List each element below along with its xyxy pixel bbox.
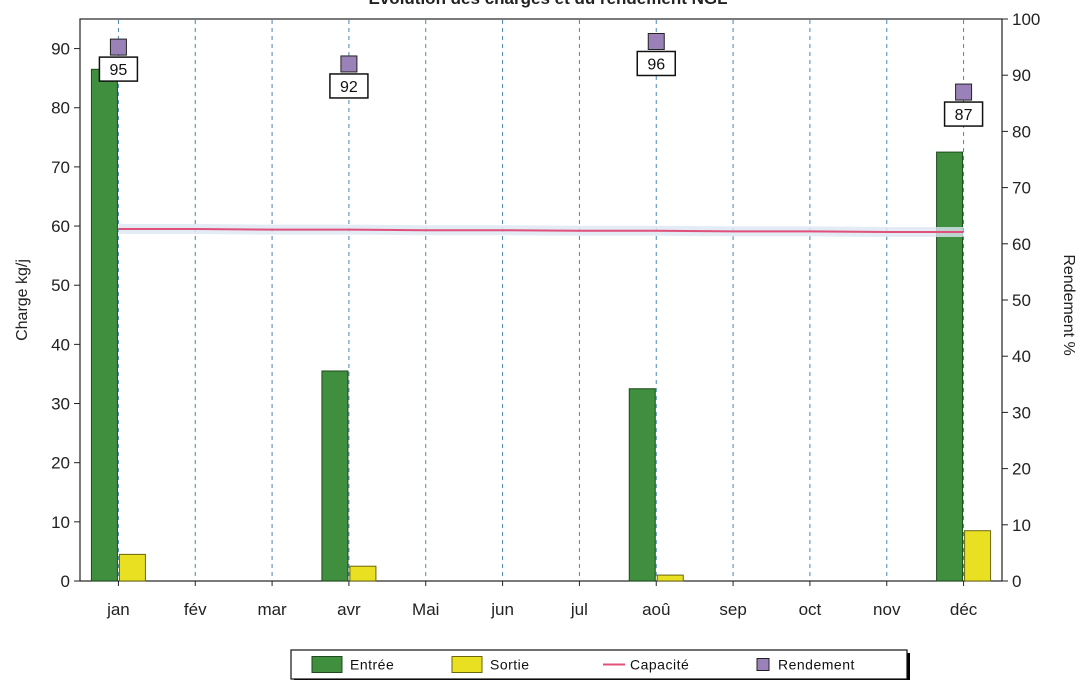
- legend-label-entree: Entrée: [350, 657, 394, 673]
- rendement-marker-avr: [340, 55, 358, 73]
- bar-entree-avr: [321, 370, 349, 582]
- rendement-label-box: [943, 101, 984, 127]
- bar-entree-aoû: [628, 388, 656, 582]
- y2-tick-label: 90: [1012, 66, 1031, 85]
- y-tick-label: 30: [51, 395, 70, 414]
- y-tick-label: 70: [51, 158, 70, 177]
- rendement-marker-jan: [109, 38, 127, 56]
- legend-label-rendement: Rendement: [778, 657, 855, 673]
- rendement-label: 95: [110, 62, 128, 79]
- y2-tick-label: 60: [1012, 235, 1031, 254]
- x-tick-label: nov: [873, 600, 901, 619]
- legend-swatch-sortie: [451, 656, 483, 673]
- y2-tick-label: 100: [1012, 10, 1040, 29]
- x-tick-label: fév: [184, 600, 207, 619]
- axes: 0 10 20 30 40 50 60 70 80 90 0 10 20 30 40 50 60 70 80 90 10…: [51, 10, 1040, 619]
- bar-sortie-aoû: [656, 574, 684, 582]
- rendement-label-box: [98, 56, 139, 82]
- y-axis-title: Charge kg/j: [14, 259, 31, 341]
- x-tick-label: aoû: [642, 600, 670, 619]
- y2-tick-label: 10: [1012, 516, 1031, 535]
- legend: Entrée Sortie Capacité Rendement: [290, 649, 910, 680]
- y-tick-label: 40: [51, 335, 70, 354]
- bar-sortie-avr: [349, 565, 377, 582]
- bar-entree-jan: [90, 68, 118, 582]
- chart-title: Évolution des charges et du rendement NG…: [369, 0, 728, 8]
- x-tick-label: mar: [257, 600, 287, 619]
- grid-lines: [117, 20, 965, 580]
- x-tick-label: sep: [719, 600, 746, 619]
- legend-swatch-entree: [311, 656, 343, 673]
- rendement-marker-déc: [955, 83, 973, 101]
- rendement-label: 96: [647, 56, 665, 73]
- y-tick-label: 0: [61, 572, 70, 591]
- y2-axis-title: Rendement %: [1060, 254, 1077, 355]
- legend-label-capacite: Capacité: [630, 657, 689, 673]
- y-tick-label: 50: [51, 276, 70, 295]
- rendement-marker-aoû: [647, 32, 665, 50]
- y-tick-label: 20: [51, 454, 70, 473]
- bar-sortie-déc: [964, 530, 992, 582]
- y2-tick-label: 50: [1012, 291, 1031, 310]
- bar-sortie-jan: [118, 553, 146, 582]
- x-tick-label: jul: [570, 600, 588, 619]
- capacity-line: [118, 228, 964, 233]
- bars: [90, 68, 992, 582]
- y2-tick-label: 0: [1012, 572, 1021, 591]
- y2-tick-label: 70: [1012, 179, 1031, 198]
- rendement-label: 87: [955, 107, 973, 124]
- capacity-line-layer: [118, 224, 964, 237]
- x-tick-label: avr: [337, 600, 361, 619]
- y-tick-label: 60: [51, 217, 70, 236]
- x-tick-label: oct: [799, 600, 822, 619]
- x-tick-label: déc: [950, 600, 978, 619]
- x-tick-label: jan: [106, 600, 130, 619]
- y2-tick-label: 80: [1012, 122, 1031, 141]
- rendement-label: 92: [340, 79, 358, 96]
- y-tick-label: 80: [51, 99, 70, 118]
- x-tick-label: Mai: [412, 600, 439, 619]
- rendement-label-box: [636, 50, 676, 77]
- y2-tick-label: 40: [1012, 347, 1031, 366]
- bar-entree-déc: [936, 151, 964, 582]
- plot-frame: [79, 18, 1003, 582]
- legend-box: [290, 649, 908, 680]
- legend-label-sortie: Sortie: [490, 657, 530, 673]
- rendement-markers: 95 92 96 87: [98, 32, 984, 127]
- x-tick-label: jun: [490, 600, 514, 619]
- y2-tick-label: 30: [1012, 403, 1031, 422]
- y-tick-label: 90: [51, 40, 70, 59]
- rendement-label-box: [329, 73, 369, 99]
- y-tick-label: 10: [51, 513, 70, 532]
- legend-swatch-rendement: [756, 658, 770, 671]
- y2-tick-label: 20: [1012, 460, 1031, 479]
